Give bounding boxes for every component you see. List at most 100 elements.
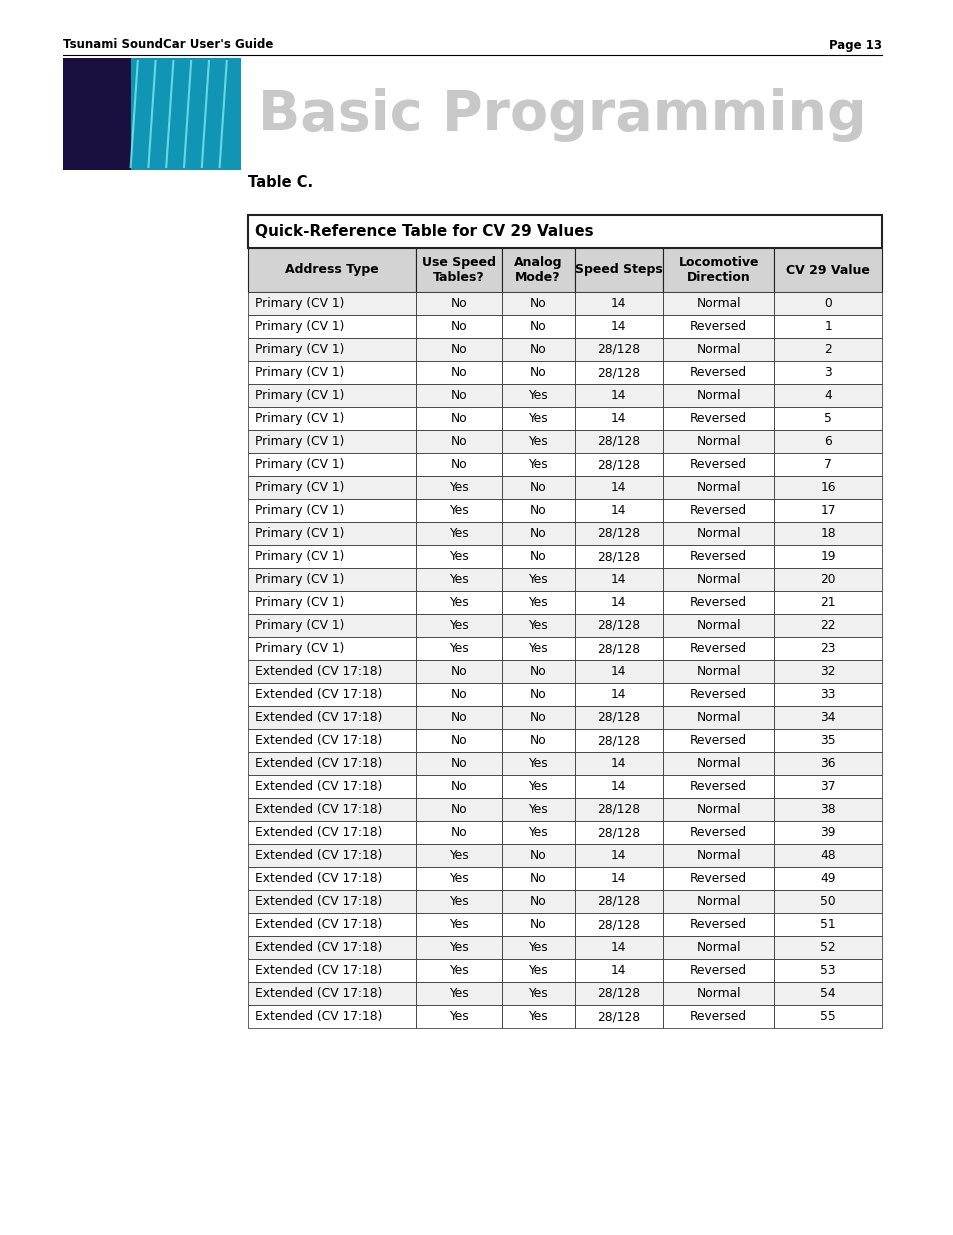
Text: Primary (CV 1): Primary (CV 1) <box>254 504 344 517</box>
Bar <box>501 659 574 683</box>
Text: Extended (CV 17:18): Extended (CV 17:18) <box>254 711 382 724</box>
Text: Normal: Normal <box>696 296 740 310</box>
Text: 38: 38 <box>820 803 835 816</box>
Text: Normal: Normal <box>696 757 740 769</box>
Text: No: No <box>529 343 546 356</box>
Text: Normal: Normal <box>696 389 740 403</box>
Bar <box>774 729 882 752</box>
Text: No: No <box>529 711 546 724</box>
Bar <box>662 913 774 936</box>
Bar <box>248 844 416 867</box>
Text: Yes: Yes <box>449 619 468 632</box>
Text: No: No <box>529 320 546 333</box>
Bar <box>248 890 416 913</box>
Text: 28/128: 28/128 <box>597 826 639 839</box>
Bar <box>416 637 501 659</box>
Text: No: No <box>450 734 467 747</box>
Text: Reversed: Reversed <box>689 458 746 471</box>
Text: 28/128: 28/128 <box>597 619 639 632</box>
Bar <box>501 867 574 890</box>
Bar <box>574 683 662 706</box>
Bar <box>574 475 662 499</box>
Bar <box>416 798 501 821</box>
Text: No: No <box>529 527 546 540</box>
Bar <box>774 960 882 982</box>
Text: Quick-Reference Table for CV 29 Values: Quick-Reference Table for CV 29 Values <box>254 224 593 240</box>
Text: 32: 32 <box>820 664 835 678</box>
Text: 28/128: 28/128 <box>597 458 639 471</box>
Bar <box>501 844 574 867</box>
Text: 33: 33 <box>820 688 835 701</box>
Bar <box>574 752 662 776</box>
Bar <box>662 867 774 890</box>
Bar <box>774 706 882 729</box>
Bar <box>662 706 774 729</box>
Text: Reversed: Reversed <box>689 597 746 609</box>
Text: Yes: Yes <box>528 573 547 585</box>
Text: Yes: Yes <box>449 848 468 862</box>
Bar <box>574 248 662 291</box>
Bar <box>501 683 574 706</box>
Bar <box>416 982 501 1005</box>
Bar <box>662 614 774 637</box>
Text: Yes: Yes <box>449 642 468 655</box>
Bar <box>248 752 416 776</box>
Text: 14: 14 <box>611 872 626 885</box>
Bar <box>248 592 416 614</box>
Bar <box>574 315 662 338</box>
Text: Extended (CV 17:18): Extended (CV 17:18) <box>254 781 382 793</box>
Bar <box>248 659 416 683</box>
Text: No: No <box>450 688 467 701</box>
Bar <box>501 522 574 545</box>
Bar <box>416 890 501 913</box>
Text: No: No <box>450 412 467 425</box>
Text: No: No <box>450 296 467 310</box>
Text: Yes: Yes <box>449 872 468 885</box>
Text: Reversed: Reversed <box>689 412 746 425</box>
Text: Normal: Normal <box>696 664 740 678</box>
Text: 19: 19 <box>820 550 835 563</box>
Text: Normal: Normal <box>696 711 740 724</box>
Bar <box>248 475 416 499</box>
Bar <box>662 291 774 315</box>
Bar <box>416 499 501 522</box>
Text: 7: 7 <box>823 458 831 471</box>
Bar <box>501 568 574 592</box>
Text: Locomotive
Direction: Locomotive Direction <box>678 256 759 284</box>
Bar <box>574 453 662 475</box>
Text: Extended (CV 17:18): Extended (CV 17:18) <box>254 734 382 747</box>
Text: Extended (CV 17:18): Extended (CV 17:18) <box>254 803 382 816</box>
Bar <box>248 867 416 890</box>
Bar <box>501 291 574 315</box>
Text: 50: 50 <box>820 895 835 908</box>
Bar <box>248 408 416 430</box>
Text: No: No <box>529 688 546 701</box>
Text: 22: 22 <box>820 619 835 632</box>
Bar <box>501 752 574 776</box>
Bar <box>248 568 416 592</box>
Bar <box>662 776 774 798</box>
Bar <box>416 844 501 867</box>
Bar <box>574 659 662 683</box>
Text: 51: 51 <box>820 918 835 931</box>
Text: Normal: Normal <box>696 573 740 585</box>
Text: Primary (CV 1): Primary (CV 1) <box>254 435 344 448</box>
Bar <box>574 913 662 936</box>
Text: Yes: Yes <box>449 987 468 1000</box>
Bar <box>501 453 574 475</box>
Bar <box>125 58 241 170</box>
Bar <box>416 614 501 637</box>
Text: No: No <box>450 803 467 816</box>
Bar <box>574 798 662 821</box>
Text: 14: 14 <box>611 296 626 310</box>
Bar <box>248 291 416 315</box>
Text: Normal: Normal <box>696 895 740 908</box>
Bar <box>774 614 882 637</box>
Bar <box>248 453 416 475</box>
Text: No: No <box>450 826 467 839</box>
Text: 0: 0 <box>823 296 831 310</box>
Text: 49: 49 <box>820 872 835 885</box>
Bar <box>416 936 501 960</box>
Text: 39: 39 <box>820 826 835 839</box>
Text: Extended (CV 17:18): Extended (CV 17:18) <box>254 965 382 977</box>
